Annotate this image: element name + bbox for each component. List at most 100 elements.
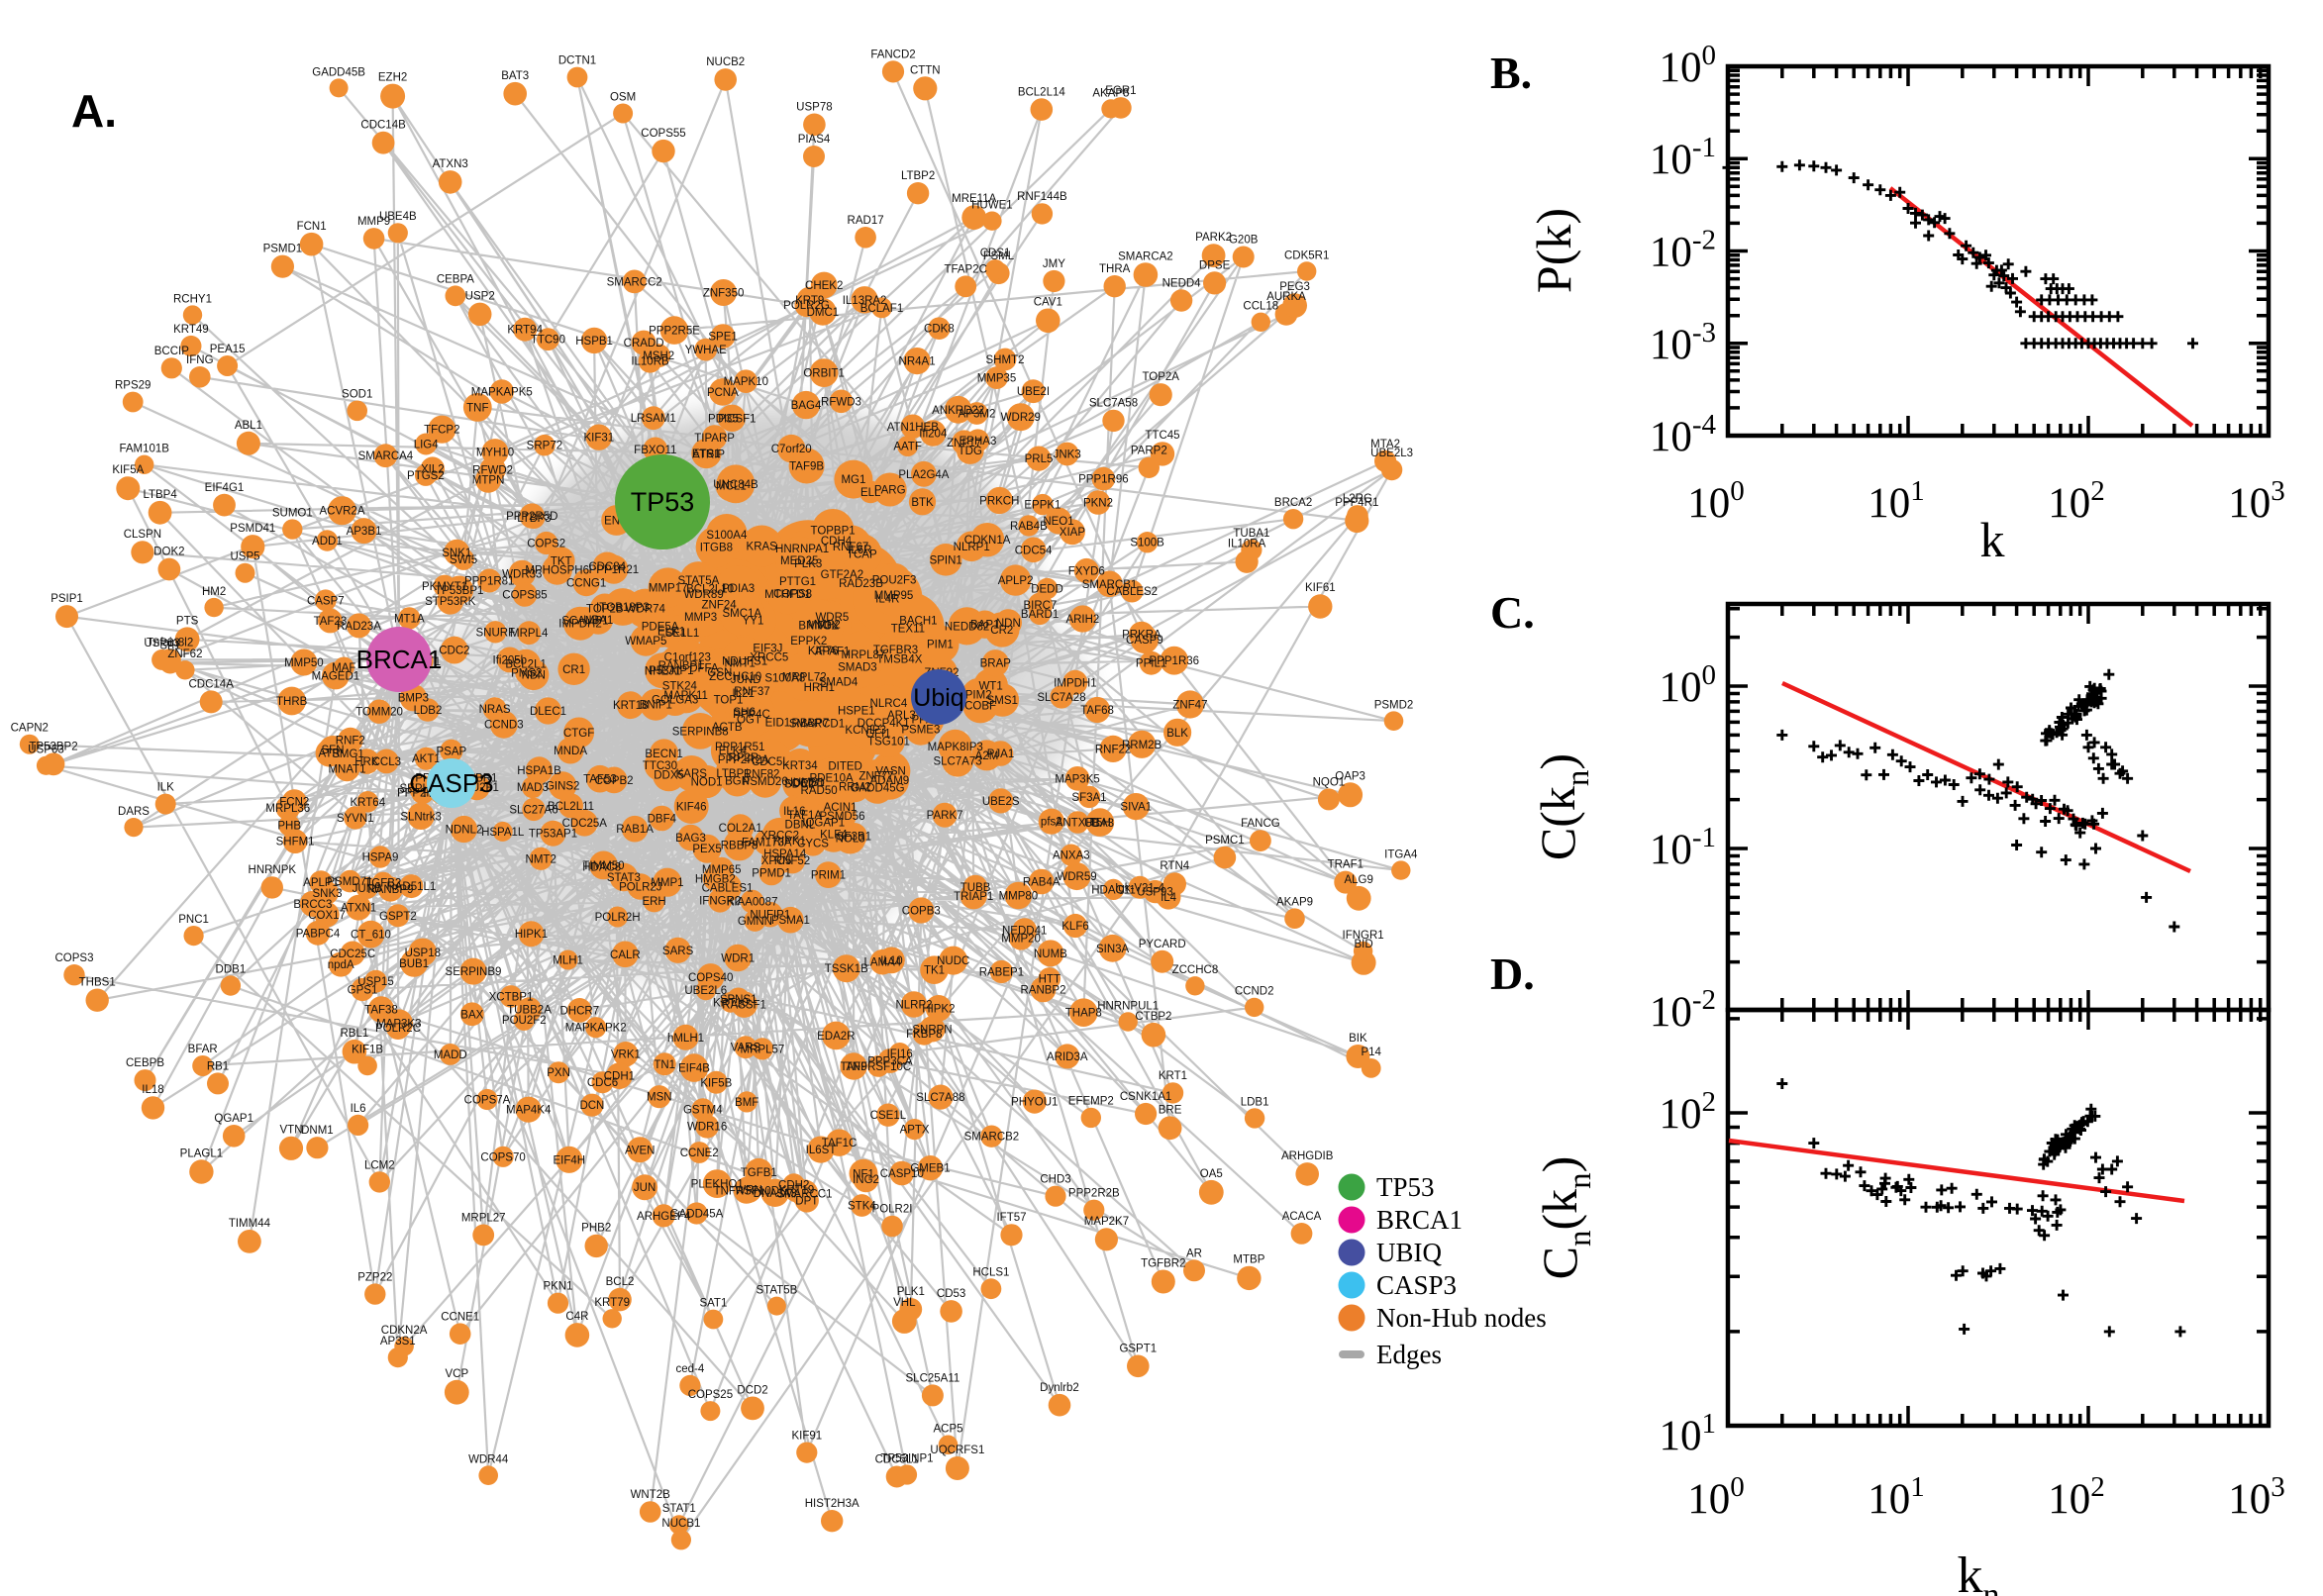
svg-text:THBS1: THBS1 bbox=[79, 977, 116, 989]
svg-text:WDR74: WDR74 bbox=[626, 604, 666, 616]
svg-text:MTHFD1: MTHFD1 bbox=[764, 589, 811, 601]
svg-text:HSPA1B: HSPA1B bbox=[517, 765, 561, 777]
svg-text:BMP3: BMP3 bbox=[398, 693, 429, 705]
svg-text:PNC1: PNC1 bbox=[178, 914, 209, 926]
svg-text:PIM2: PIM2 bbox=[965, 690, 992, 702]
svg-text:BNIP1: BNIP1 bbox=[640, 700, 672, 712]
svg-text:Non-Hub nodes: Non-Hub nodes bbox=[1376, 1303, 1547, 1333]
svg-text:SARS: SARS bbox=[662, 946, 694, 957]
svg-text:PPIL1: PPIL1 bbox=[1136, 658, 1166, 670]
svg-text:ZNF77: ZNF77 bbox=[858, 771, 893, 783]
svg-text:DDB1: DDB1 bbox=[216, 963, 247, 975]
svg-text:ZNF17: ZNF17 bbox=[947, 438, 981, 449]
svg-text:RAB1A: RAB1A bbox=[616, 824, 654, 836]
svg-text:CCNE1: CCNE1 bbox=[441, 1311, 479, 1323]
svg-text:UQCRFS1: UQCRFS1 bbox=[930, 1445, 984, 1456]
svg-text:SH6: SH6 bbox=[734, 707, 756, 719]
svg-text:PPP1R21: PPP1R21 bbox=[589, 564, 640, 576]
svg-text:SMAD3: SMAD3 bbox=[838, 662, 877, 674]
svg-text:SLC7A58: SLC7A58 bbox=[1089, 398, 1138, 410]
svg-text:PTTG1: PTTG1 bbox=[779, 576, 816, 588]
svg-text:RAD50: RAD50 bbox=[801, 785, 838, 797]
svg-text:Ubiq: Ubiq bbox=[913, 684, 963, 712]
svg-text:NUFIP1: NUFIP1 bbox=[750, 910, 790, 922]
svg-text:SMARCD1: SMARCD1 bbox=[789, 718, 845, 730]
svg-text:PSMD26: PSMD26 bbox=[743, 776, 788, 788]
svg-text:TIMM50: TIMM50 bbox=[582, 860, 624, 872]
svg-text:ZNF24: ZNF24 bbox=[702, 600, 738, 612]
svg-text:LTBP2: LTBP2 bbox=[901, 170, 935, 182]
svg-text:STP53RK: STP53RK bbox=[425, 596, 475, 608]
svg-text:MMP9: MMP9 bbox=[357, 216, 390, 228]
svg-text:DCN: DCN bbox=[579, 1100, 604, 1112]
svg-text:CSE1L: CSE1L bbox=[870, 1110, 907, 1122]
svg-text:RFWD2: RFWD2 bbox=[472, 464, 513, 476]
svg-text:SLNtrk3: SLNtrk3 bbox=[400, 811, 442, 823]
svg-text:KIF76: KIF76 bbox=[808, 646, 839, 657]
svg-text:STAT1: STAT1 bbox=[662, 1503, 696, 1515]
svg-text:PJA1: PJA1 bbox=[987, 748, 1015, 760]
svg-text:ANTXR1: ANTXR1 bbox=[1056, 818, 1100, 830]
svg-text:CCNE2: CCNE2 bbox=[680, 1147, 719, 1159]
svg-text:JNK3: JNK3 bbox=[1054, 449, 1081, 461]
svg-text:COPS55: COPS55 bbox=[641, 128, 685, 140]
svg-text:KIF61: KIF61 bbox=[1305, 582, 1336, 594]
svg-text:AP3M2: AP3M2 bbox=[959, 409, 996, 421]
svg-text:TAF9: TAF9 bbox=[840, 1061, 866, 1073]
svg-text:BTK: BTK bbox=[911, 497, 934, 509]
svg-text:PSML: PSML bbox=[983, 250, 1015, 262]
svg-text:P14: P14 bbox=[1361, 1047, 1381, 1058]
svg-text:COPS8: COPS8 bbox=[773, 589, 812, 601]
svg-text:PRKRA: PRKRA bbox=[1122, 630, 1162, 642]
svg-text:G20B: G20B bbox=[1229, 235, 1259, 247]
svg-text:APLP1: APLP1 bbox=[303, 877, 339, 889]
svg-text:XIL2: XIL2 bbox=[421, 464, 445, 476]
svg-text:SF3B1: SF3B1 bbox=[837, 831, 871, 843]
svg-text:BMF: BMF bbox=[735, 1097, 758, 1109]
svg-text:GMNN: GMNN bbox=[738, 916, 772, 928]
svg-text:EPPK1: EPPK1 bbox=[1024, 500, 1060, 512]
svg-text:BECN1: BECN1 bbox=[645, 748, 682, 760]
svg-text:FCN1: FCN1 bbox=[297, 221, 327, 233]
svg-text:RAD51L1: RAD51L1 bbox=[386, 881, 436, 893]
svg-text:BUB1: BUB1 bbox=[399, 958, 429, 970]
svg-text:TIMM44: TIMM44 bbox=[229, 1218, 271, 1230]
svg-text:TKT: TKT bbox=[551, 555, 572, 567]
svg-text:RAD17: RAD17 bbox=[848, 215, 884, 227]
svg-text:LDB2: LDB2 bbox=[414, 705, 443, 717]
svg-text:PDICSF1: PDICSF1 bbox=[708, 413, 757, 425]
svg-text:LRSAM1: LRSAM1 bbox=[631, 413, 676, 425]
svg-text:GSPT1: GSPT1 bbox=[1119, 1344, 1157, 1355]
svg-text:SMAD4: SMAD4 bbox=[819, 677, 858, 689]
svg-text:CDH4: CDH4 bbox=[821, 536, 853, 548]
svg-text:ATN1HEB: ATN1HEB bbox=[887, 422, 940, 434]
svg-text:ZNF62: ZNF62 bbox=[167, 648, 202, 660]
svg-text:MAP3K3: MAP3K3 bbox=[376, 1019, 421, 1031]
svg-text:S100B: S100B bbox=[1130, 538, 1164, 549]
svg-text:DPT: DPT bbox=[795, 1196, 818, 1208]
svg-text:FANCD2: FANCD2 bbox=[870, 49, 915, 60]
svg-text:EIF4G1: EIF4G1 bbox=[205, 482, 245, 494]
svg-text:COPS7A: COPS7A bbox=[464, 1095, 511, 1107]
svg-text:CAV1: CAV1 bbox=[1034, 297, 1062, 309]
svg-text:PARK2: PARK2 bbox=[1195, 232, 1232, 244]
svg-text:PSMD2: PSMD2 bbox=[1374, 699, 1414, 711]
svg-text:MAGED1: MAGED1 bbox=[312, 671, 360, 683]
svg-text:ELL: ELL bbox=[860, 487, 881, 499]
svg-text:JUNB: JUNB bbox=[353, 883, 382, 895]
svg-text:CASP3: CASP3 bbox=[409, 768, 493, 798]
svg-text:DFFA: DFFA bbox=[689, 663, 719, 675]
svg-text:CDC25C: CDC25C bbox=[330, 948, 375, 960]
svg-text:PMS2: PMS2 bbox=[511, 668, 542, 680]
svg-text:ITGB8: ITGB8 bbox=[700, 542, 733, 553]
svg-text:PABPC4: PABPC4 bbox=[296, 928, 341, 940]
svg-text:ATRIP: ATRIP bbox=[692, 449, 725, 461]
svg-text:A.: A. bbox=[71, 85, 117, 137]
svg-text:POLR2I: POLR2I bbox=[872, 1204, 913, 1216]
svg-text:CCND3: CCND3 bbox=[484, 720, 524, 732]
svg-text:TGFBR3: TGFBR3 bbox=[873, 645, 918, 656]
svg-text:KRT64: KRT64 bbox=[351, 797, 386, 809]
svg-text:ADD1: ADD1 bbox=[312, 536, 343, 548]
svg-text:A2M: A2M bbox=[975, 750, 999, 762]
svg-text:NR4A1: NR4A1 bbox=[899, 356, 936, 368]
